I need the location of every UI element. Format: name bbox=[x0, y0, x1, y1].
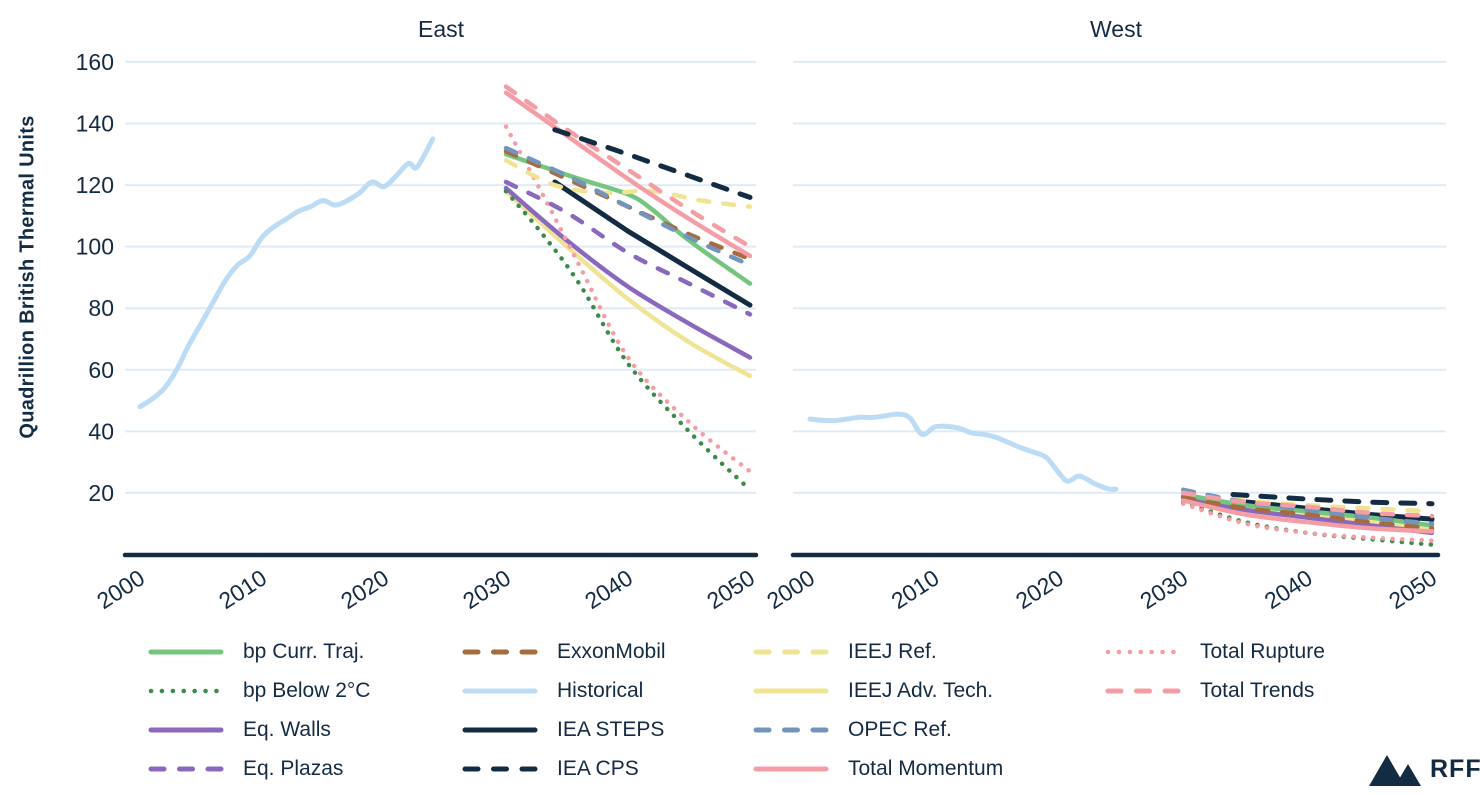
legend-label-historical: Historical bbox=[557, 679, 644, 702]
legend-item-historical: Historical bbox=[462, 676, 643, 706]
legend-item-iea-steps: IEA STEPS bbox=[462, 715, 664, 745]
series-line-total-rupture bbox=[503, 124, 753, 474]
legend-label-exxonmobil: ExxonMobil bbox=[557, 640, 666, 663]
series-line-iea-steps bbox=[552, 179, 753, 308]
series-line-ieej-ref bbox=[503, 158, 753, 209]
series-line-ieej-adv-tech bbox=[503, 188, 753, 379]
x-tick-label: 2030 bbox=[458, 564, 515, 614]
iea-steps-swatch-icon bbox=[462, 727, 538, 733]
legend-label-total-trends: Total Trends bbox=[1200, 679, 1315, 702]
legend-item-iea-cps: IEA CPS bbox=[462, 754, 639, 784]
historical-swatch-icon bbox=[462, 688, 538, 694]
legend-label-opec-ref: OPEC Ref. bbox=[848, 718, 952, 741]
legend-item-eq-walls: Eq. Walls bbox=[148, 715, 331, 745]
rff-logo: RFF bbox=[1368, 751, 1480, 787]
total-rupture-swatch-icon bbox=[1105, 649, 1181, 655]
x-tick-label: 2000 bbox=[92, 564, 149, 614]
legend-item-bp-curr-traj: bp Curr. Traj. bbox=[148, 637, 364, 667]
y-tick-label: 160 bbox=[76, 49, 114, 75]
legend-item-exxonmobil: ExxonMobil bbox=[462, 637, 666, 667]
series-line-bp-below-2-c bbox=[503, 188, 753, 493]
series-line-opec-ref bbox=[503, 145, 753, 268]
x-tick-label: 2000 bbox=[762, 564, 819, 614]
legend-item-bp-below-2-c: bp Below 2°C bbox=[148, 676, 370, 706]
rff-logo-text: RFF bbox=[1430, 754, 1480, 783]
series-line-total-rupture bbox=[1180, 501, 1435, 543]
y-tick-label: 80 bbox=[88, 295, 114, 321]
series-line-total-momentum bbox=[1180, 498, 1435, 534]
y-tick-label: 120 bbox=[76, 172, 114, 198]
legend-label-eq-walls: Eq. Walls bbox=[243, 718, 331, 741]
series-line-bp-curr-traj bbox=[503, 152, 753, 286]
legend-label-bp-below-2-c: bp Below 2°C bbox=[243, 679, 371, 702]
bp-below-2-c-swatch-icon bbox=[148, 688, 224, 694]
legend-item-total-rupture: Total Rupture bbox=[1105, 637, 1325, 667]
x-tick-label: 2020 bbox=[336, 564, 393, 614]
legend-item-eq-plazas: Eq. Plazas bbox=[148, 754, 343, 784]
legend-label-iea-steps: IEA STEPS bbox=[557, 718, 665, 741]
rff-mountains-icon bbox=[1369, 755, 1421, 786]
legend-item-opec-ref: OPEC Ref. bbox=[753, 715, 952, 745]
y-tick-label: 60 bbox=[88, 357, 114, 383]
eq-walls-swatch-icon bbox=[148, 727, 224, 733]
legend-label-total-rupture: Total Rupture bbox=[1200, 640, 1325, 663]
series-line-historical bbox=[807, 411, 1119, 492]
panel-title-east: East bbox=[417, 16, 465, 42]
total-trends-swatch-icon bbox=[1105, 688, 1181, 694]
x-tick-label: 2050 bbox=[1384, 564, 1441, 614]
legend-item-ieej-ref: IEEJ Ref. bbox=[753, 637, 937, 667]
y-tick-label: 20 bbox=[88, 480, 114, 506]
panel-east: 2000 2010 2020 2030 2040 2050 bbox=[92, 60, 759, 614]
exxonmobil-swatch-icon bbox=[462, 649, 538, 655]
y-tick-label: 100 bbox=[76, 234, 114, 260]
series-line-total-trends bbox=[1180, 490, 1435, 519]
legend-label-ieej-ref: IEEJ Ref. bbox=[848, 640, 937, 663]
series-line-eq-plazas bbox=[503, 179, 753, 317]
legend-label-eq-plazas: Eq. Plazas bbox=[243, 757, 344, 780]
eq-plazas-swatch-icon bbox=[148, 766, 224, 772]
bp-curr-traj-swatch-icon bbox=[148, 649, 224, 655]
series-line-total-momentum bbox=[503, 90, 753, 259]
y-tick-label: 40 bbox=[88, 418, 114, 444]
panel-title-west: West bbox=[1090, 16, 1142, 42]
iea-cps-swatch-icon bbox=[462, 766, 538, 772]
legend-item-total-trends: Total Trends bbox=[1105, 676, 1314, 706]
series-line-iea-cps bbox=[552, 127, 753, 200]
total-momentum-swatch-icon bbox=[753, 766, 829, 772]
legend-label-iea-cps: IEA CPS bbox=[557, 757, 639, 780]
x-tick-label: 2050 bbox=[702, 564, 759, 614]
series-line-total-trends bbox=[503, 84, 753, 249]
x-tick-label: 2010 bbox=[214, 564, 271, 614]
x-tick-label: 2020 bbox=[1011, 564, 1068, 614]
series-line-eq-walls bbox=[503, 185, 753, 360]
panel-west: 2000 2010 2020 2030 2040 2050 bbox=[762, 60, 1446, 614]
x-tick-label: 2040 bbox=[1260, 564, 1317, 614]
series-line-exxonmobil bbox=[1180, 495, 1435, 531]
x-tick-label: 2010 bbox=[887, 564, 944, 614]
series-line-historical bbox=[137, 136, 436, 410]
x-tick-label: 2030 bbox=[1135, 564, 1192, 614]
ieej-adv-tech-swatch-icon bbox=[753, 688, 829, 694]
series-line-opec-ref bbox=[1180, 487, 1435, 526]
legend-label-bp-curr-traj: bp Curr. Traj. bbox=[243, 640, 365, 663]
opec-ref-swatch-icon bbox=[753, 727, 829, 733]
ieej-ref-swatch-icon bbox=[753, 649, 829, 655]
legend-item-ieej-adv-tech: IEEJ Adv. Tech. bbox=[753, 676, 993, 706]
x-tick-label: 2040 bbox=[580, 564, 637, 614]
legend-label-ieej-adv-tech: IEEJ Adv. Tech. bbox=[848, 679, 994, 702]
legend-label-total-momentum: Total Momentum bbox=[848, 757, 1004, 780]
series-line-iea-cps bbox=[1230, 492, 1435, 507]
y-tick-label: 140 bbox=[76, 110, 114, 136]
legend-item-total-momentum: Total Momentum bbox=[753, 754, 1003, 784]
